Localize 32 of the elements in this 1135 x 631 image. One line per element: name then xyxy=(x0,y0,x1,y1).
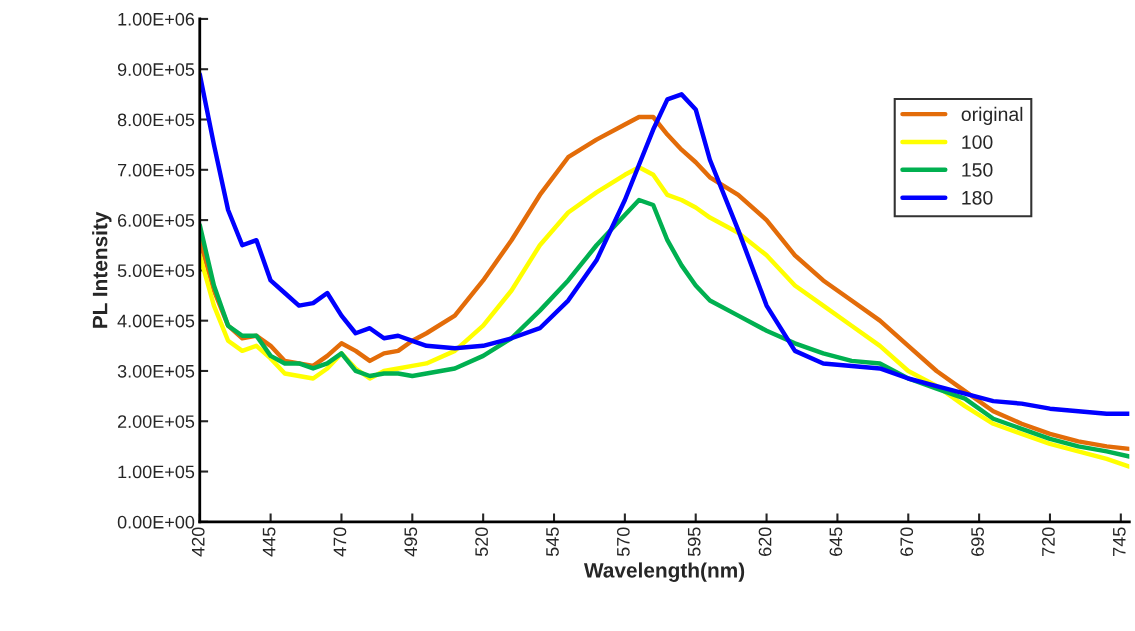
x-tick-label: 570 xyxy=(616,527,630,557)
x-tick-label: 495 xyxy=(404,527,418,557)
x-tick-label: 470 xyxy=(333,527,347,557)
legend-label: 150 xyxy=(962,163,993,177)
y-tick-label: 8.00E+05 xyxy=(117,113,195,127)
x-tick-label: 520 xyxy=(475,527,489,557)
y-tick-label: 0.00E+00 xyxy=(117,515,195,529)
line-series xyxy=(199,72,1130,416)
legend-label: 100 xyxy=(962,135,993,149)
x-tick-label: 695 xyxy=(971,527,984,556)
x-tick-label: 445 xyxy=(262,527,276,557)
y-tick-label: 9.00E+05 xyxy=(117,63,195,76)
x-tick-label: 620 xyxy=(758,527,772,556)
x-axis-title: Wavelength(nm) xyxy=(583,562,745,582)
y-tick-label: 1.00E+05 xyxy=(118,465,195,479)
x-tick-label: 745 xyxy=(1113,527,1126,556)
legend-label: original xyxy=(961,106,1023,125)
y-tick-label: 5.00E+05 xyxy=(117,264,195,278)
x-tick-label: 595 xyxy=(687,527,701,557)
x-tick-label: 720 xyxy=(1042,527,1055,556)
y-tick-label: 7.00E+05 xyxy=(118,163,195,177)
y-tick-label: 1.00E+06 xyxy=(118,12,195,26)
x-tick-label: 545 xyxy=(546,527,559,557)
y-tick-label: 2.00E+05 xyxy=(118,415,195,428)
y-tick-label: 4.00E+05 xyxy=(117,314,195,328)
legend-label: 180 xyxy=(962,190,993,205)
y-axis-title: PL Intensity xyxy=(92,211,112,328)
x-tick-label: 645 xyxy=(829,527,843,556)
x-tick-label: 670 xyxy=(900,527,914,556)
y-tick-label: 6.00E+05 xyxy=(118,214,195,227)
x-tick-label: 420 xyxy=(191,527,205,557)
y-tick-label: 3.00E+05 xyxy=(117,364,195,378)
